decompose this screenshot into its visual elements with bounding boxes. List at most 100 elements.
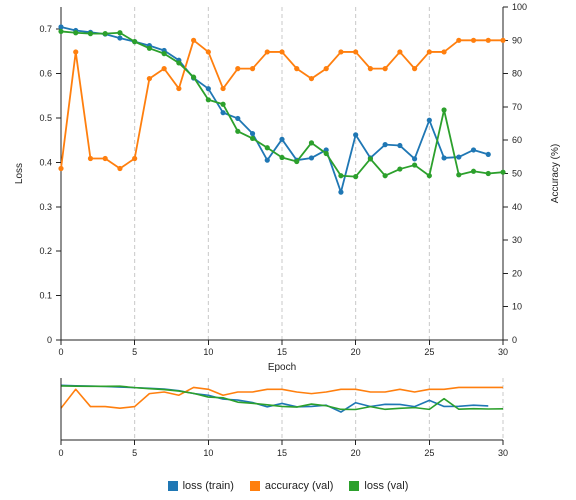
y2-axis-label: Accuracy (%) — [550, 144, 561, 203]
y2-tick-label-40: 40 — [512, 202, 522, 212]
data-point-accuracy-val — [500, 37, 506, 43]
data-point-accuracy-val — [220, 85, 226, 92]
data-point-accuracy-val — [441, 49, 447, 55]
data-point-accuracy-val — [397, 49, 403, 55]
x-tick-label-30: 30 — [498, 347, 508, 357]
data-point-loss-val — [323, 150, 329, 157]
data-point-accuracy-val — [279, 49, 285, 55]
legend-item-loss-train[interactable]: loss (train) — [167, 476, 234, 496]
data-point-accuracy-val — [102, 155, 108, 162]
overview-x-tick-label-15: 15 — [277, 448, 287, 458]
y-tick-label-0.5: 0.5 — [39, 113, 52, 123]
data-point-loss-val — [220, 101, 226, 107]
data-point-loss-val — [205, 97, 211, 103]
chart-svg: 0 5 10 15 20 25 30 0 0.1 0.2 0.3 0.4 0.5 0.6 0.7 0 10 20 3… — [14, 2, 561, 458]
data-point-loss-train — [382, 142, 388, 148]
data-point-accuracy-val — [426, 49, 432, 55]
overview-x-tick-label-10: 10 — [203, 448, 213, 458]
data-point-loss-val — [191, 74, 197, 80]
data-point-loss-val — [500, 169, 506, 175]
y-tick-label-0.2: 0.2 — [39, 246, 52, 256]
y-tick-label-0.7: 0.7 — [39, 24, 52, 34]
y2-tick-label-0: 0 — [512, 335, 517, 345]
data-point-loss-val — [102, 31, 108, 37]
x-tick-label-0: 0 — [58, 347, 63, 357]
legend-swatch-loss-val — [349, 481, 360, 491]
data-point-loss-train — [338, 189, 344, 195]
y2-tick-label-90: 90 — [512, 35, 522, 45]
data-point-accuracy-val — [367, 66, 373, 72]
data-point-loss-train — [235, 115, 241, 122]
x-tick-label-20: 20 — [351, 347, 361, 357]
legend-label-accuracy-val: accuracy (val) — [264, 480, 334, 492]
overview-x-tick-label-20: 20 — [351, 448, 361, 458]
data-point-accuracy-val — [456, 37, 462, 43]
data-point-accuracy-val — [146, 75, 152, 82]
y-tick-label-0.4: 0.4 — [39, 157, 52, 167]
x-tick-label-10: 10 — [203, 347, 213, 357]
overview-line-loss-val — [60, 385, 504, 411]
data-point-loss-val — [397, 166, 403, 172]
data-point-loss-val — [73, 30, 79, 36]
data-point-accuracy-val — [353, 49, 359, 55]
data-point-accuracy-val — [132, 155, 138, 162]
data-point-loss-val — [235, 128, 241, 134]
legend-label-loss-val: loss (val) — [364, 480, 409, 492]
legend-swatch-loss-train — [167, 481, 178, 491]
data-point-loss-train — [456, 154, 462, 160]
data-point-loss-val — [338, 173, 344, 179]
data-point-loss-val — [294, 158, 300, 165]
data-point-accuracy-val — [412, 66, 418, 72]
overview-x-tick-label-5: 5 — [132, 448, 137, 458]
data-point-loss-val — [308, 140, 315, 146]
data-point-accuracy-val — [308, 75, 315, 82]
data-point-loss-val — [87, 31, 94, 37]
main-series — [58, 24, 506, 195]
legend-item-accuracy-val[interactable]: accuracy (val) — [249, 476, 334, 496]
data-point-loss-val — [117, 30, 123, 36]
data-point-accuracy-val — [176, 85, 182, 92]
data-point-loss-train — [397, 142, 403, 149]
y2-tick-label-30: 30 — [512, 235, 522, 245]
overview-x-tick-label-0: 0 — [58, 448, 63, 458]
legend: loss (train) accuracy (val) loss (val) — [0, 476, 576, 496]
y2-tick-label-20: 20 — [512, 268, 522, 278]
data-point-loss-train — [441, 155, 447, 161]
data-point-accuracy-val — [382, 66, 388, 72]
y2-tick-label-10: 10 — [512, 302, 522, 312]
y2-tick-label-50: 50 — [512, 169, 522, 179]
overview-x-tick-label-30: 30 — [498, 448, 508, 458]
overview-line-accuracy-val — [60, 386, 503, 409]
data-point-accuracy-val — [235, 66, 241, 72]
data-point-accuracy-val — [117, 165, 123, 172]
data-point-accuracy-val — [161, 66, 167, 72]
data-point-accuracy-val — [323, 66, 329, 72]
main-gridlines — [134, 7, 504, 340]
data-point-accuracy-val — [338, 49, 344, 55]
data-point-loss-val — [441, 107, 447, 113]
data-point-accuracy-val — [485, 37, 491, 43]
data-point-loss-val — [146, 45, 152, 51]
legend-item-loss-val[interactable]: loss (val) — [349, 476, 408, 496]
x-tick-label-15: 15 — [277, 347, 287, 357]
data-point-loss-val — [412, 162, 418, 168]
y-axis-label: Loss — [14, 163, 25, 184]
data-point-loss-val — [58, 28, 64, 35]
data-point-loss-train — [323, 147, 329, 153]
y2-tick-label-100: 100 — [512, 2, 527, 12]
data-point-accuracy-val — [87, 155, 94, 162]
data-point-loss-val — [279, 154, 285, 161]
overview-chart[interactable]: 0 5 10 15 20 25 30 — [58, 378, 508, 458]
x-tick-label-5: 5 — [132, 347, 137, 357]
data-point-loss-val — [264, 145, 270, 151]
data-point-loss-train — [308, 155, 315, 161]
legend-swatch-accuracy-val — [249, 481, 260, 491]
data-point-accuracy-val — [470, 37, 477, 43]
data-point-accuracy-val — [264, 49, 270, 55]
y2-tick-label-80: 80 — [512, 69, 522, 79]
data-point-loss-val — [132, 39, 138, 45]
data-point-accuracy-val — [191, 37, 197, 43]
x-axis-label: Epoch — [268, 362, 296, 373]
data-point-loss-val — [470, 168, 477, 174]
